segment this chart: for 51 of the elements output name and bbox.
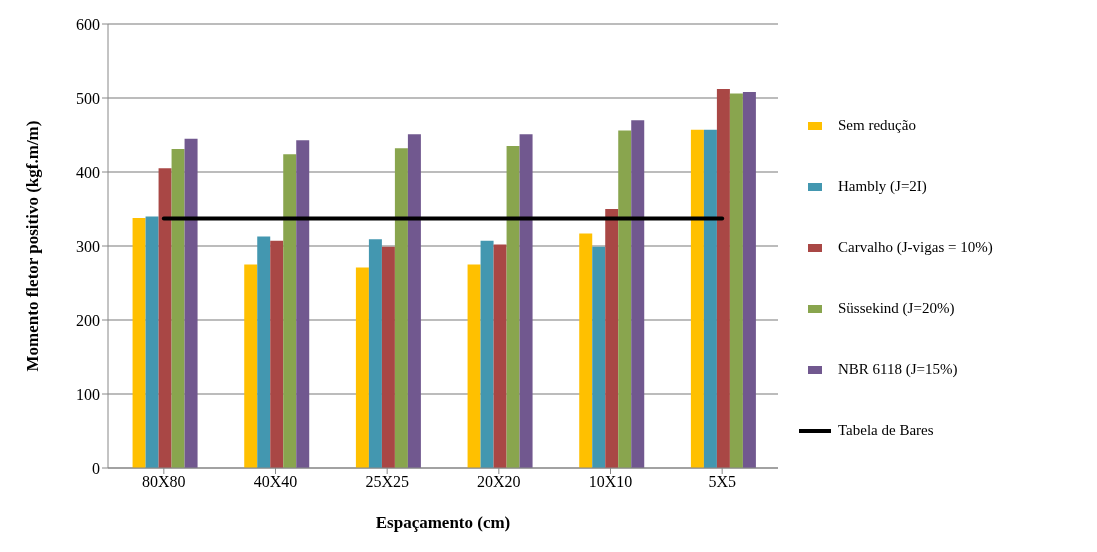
y-tick-label: 200: [76, 311, 100, 329]
bar: [690, 129, 704, 468]
bar: [480, 240, 494, 468]
bar: [407, 134, 421, 468]
legend-label: NBR 6118 (J=15%): [838, 361, 958, 378]
bar: [729, 93, 743, 468]
bar: [283, 154, 297, 468]
bar: [158, 168, 172, 468]
bar: [506, 146, 520, 468]
bar: [605, 209, 619, 468]
bar: [355, 267, 369, 468]
bar: [257, 236, 271, 468]
y-tick-label: 600: [76, 15, 100, 33]
x-tick-label: 10X10: [588, 473, 633, 491]
bar: [394, 148, 408, 468]
bar: [579, 233, 593, 468]
y-tick-label: 500: [76, 89, 100, 107]
x-axis-title: Espaçamento (cm): [375, 513, 511, 532]
bar: [244, 264, 258, 468]
bar: [742, 92, 756, 468]
bar: [184, 138, 198, 468]
bar: [381, 246, 395, 468]
bar: [467, 264, 481, 468]
bar: [519, 134, 533, 468]
y-axis-title: Momento fletor positivo (kgf.m/m): [23, 120, 43, 372]
bar: [296, 140, 310, 468]
bar: [618, 130, 632, 468]
y-tick-label: 300: [76, 237, 100, 255]
bar: [493, 244, 507, 468]
bar: [716, 89, 730, 468]
bar: [270, 240, 284, 468]
x-tick-label: 25X25: [365, 473, 409, 491]
bar: [145, 216, 159, 468]
x-tick-label: 40X40: [253, 473, 298, 491]
legend-label: Sem redução: [838, 117, 916, 134]
x-tick-label: 80X80: [142, 473, 186, 491]
bar: [631, 120, 645, 468]
y-tick-label: 100: [76, 385, 100, 403]
legend-label: Tabela de Bares: [838, 422, 934, 439]
y-tick-label: 400: [76, 163, 100, 181]
bar: [703, 129, 717, 468]
x-tick-label: 5X5: [708, 473, 736, 491]
legend-label: Hambly (J=2I): [838, 178, 927, 195]
legend-label: Carvalho (J-vigas = 10%): [838, 239, 993, 256]
legend-label: Süssekind (J=20%): [838, 300, 955, 317]
bar: [592, 246, 606, 468]
bar: [368, 239, 382, 468]
y-tick-label: 0: [92, 459, 100, 477]
x-tick-label: 20X20: [477, 473, 521, 491]
bar: [171, 149, 185, 468]
bar: [132, 217, 146, 468]
